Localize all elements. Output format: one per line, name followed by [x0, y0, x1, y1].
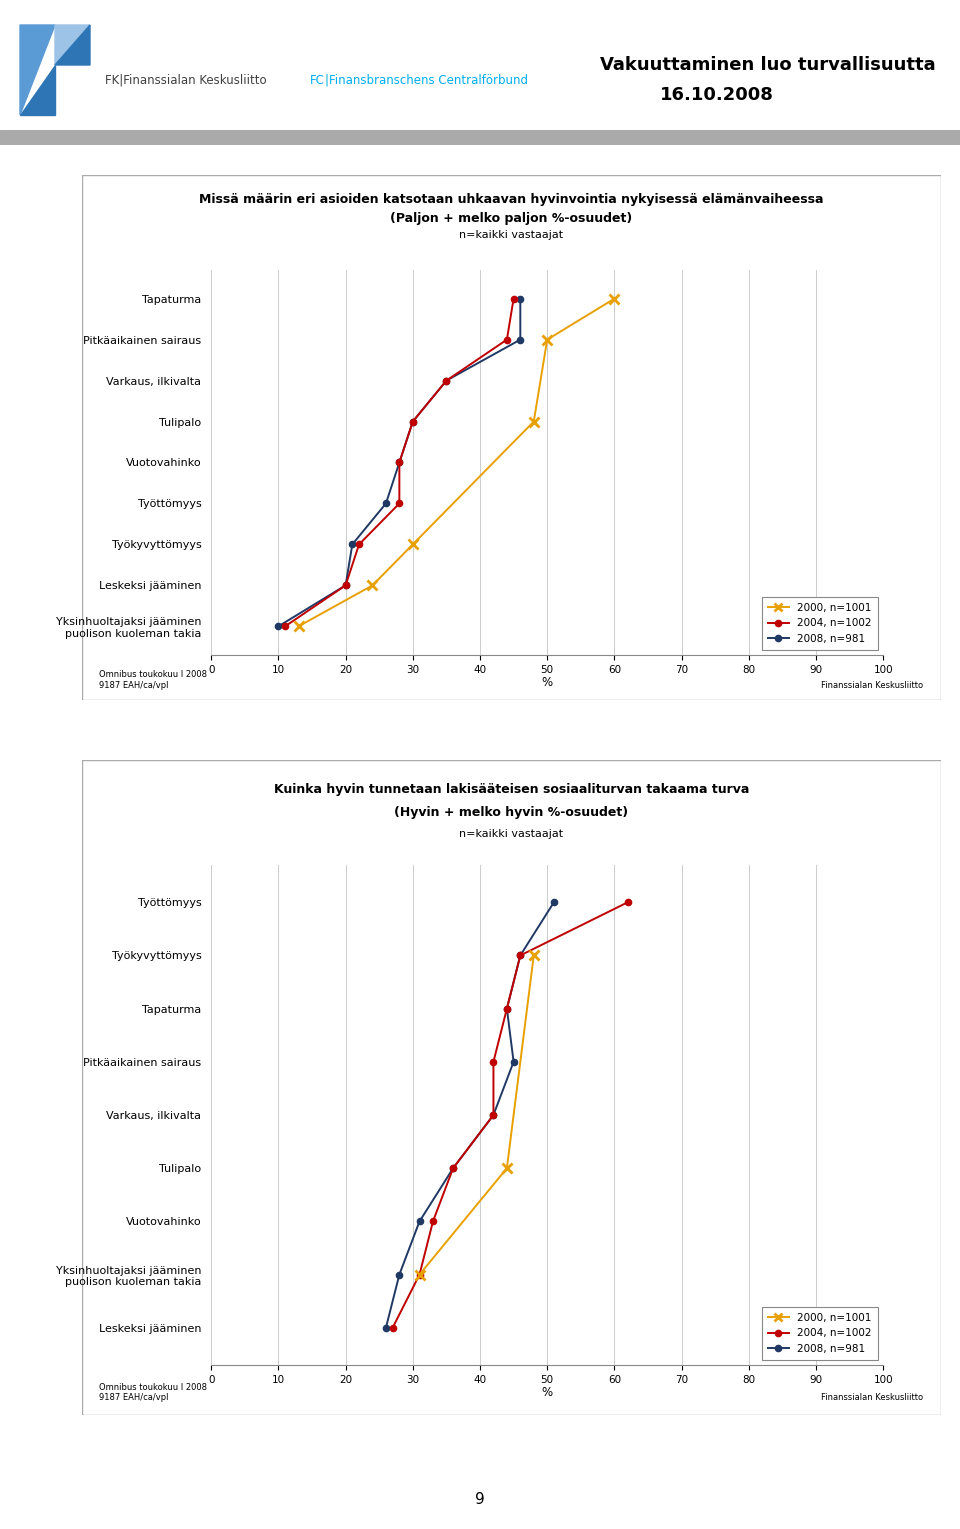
Text: Omnibus toukokuu I 2008
9187 EAH/ca/vpl: Omnibus toukokuu I 2008 9187 EAH/ca/vpl	[99, 1382, 206, 1402]
X-axis label: %: %	[541, 1387, 553, 1399]
Legend: 2000, n=1001, 2004, n=1002, 2008, n=981: 2000, n=1001, 2004, n=1002, 2008, n=981	[762, 596, 878, 650]
FancyBboxPatch shape	[82, 760, 941, 1414]
Text: |Finansbranschens Centralförbund: |Finansbranschens Centralförbund	[325, 73, 528, 87]
Text: (Paljon + melko paljon %-osuudet): (Paljon + melko paljon %-osuudet)	[390, 211, 633, 225]
Polygon shape	[20, 66, 55, 115]
Text: n=kaikki vastaajat: n=kaikki vastaajat	[459, 231, 564, 240]
Text: Finanssialan Keskusliitto: Finanssialan Keskusliitto	[822, 680, 924, 690]
Polygon shape	[20, 24, 55, 115]
Text: Missä määrin eri asioiden katsotaan uhkaavan hyvinvointia nykyisessä elämänvaihe: Missä määrin eri asioiden katsotaan uhka…	[199, 193, 824, 206]
Text: FC: FC	[310, 73, 324, 87]
Text: 9: 9	[475, 1492, 485, 1508]
X-axis label: %: %	[541, 676, 553, 690]
Text: Vakuuttaminen luo turvallisuutta: Vakuuttaminen luo turvallisuutta	[600, 57, 936, 73]
Polygon shape	[55, 24, 90, 66]
FancyBboxPatch shape	[82, 174, 941, 700]
Text: n=kaikki vastaajat: n=kaikki vastaajat	[459, 829, 564, 839]
Text: Finanssialan Keskusliitto: Finanssialan Keskusliitto	[822, 1393, 924, 1402]
Polygon shape	[55, 24, 90, 66]
Text: Kuinka hyvin tunnetaan lakisääteisen sosiaaliturvan takaama turva: Kuinka hyvin tunnetaan lakisääteisen sos…	[274, 783, 749, 797]
Text: FK|Finanssialan Keskusliitto: FK|Finanssialan Keskusliitto	[105, 73, 271, 87]
Legend: 2000, n=1001, 2004, n=1002, 2008, n=981: 2000, n=1001, 2004, n=1002, 2008, n=981	[762, 1307, 878, 1359]
Text: 16.10.2008: 16.10.2008	[660, 86, 774, 104]
Text: Omnibus toukokuu I 2008
9187 EAH/ca/vpl: Omnibus toukokuu I 2008 9187 EAH/ca/vpl	[99, 670, 206, 690]
Text: (Hyvin + melko hyvin %-osuudet): (Hyvin + melko hyvin %-osuudet)	[395, 806, 628, 820]
